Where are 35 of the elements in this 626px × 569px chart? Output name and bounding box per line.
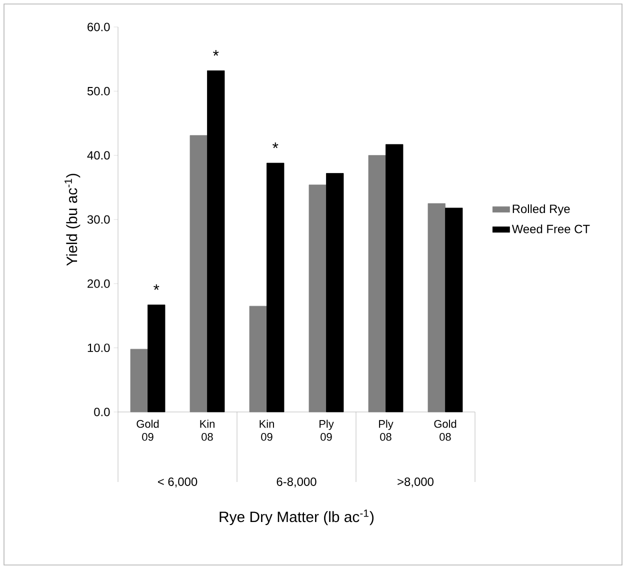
x-axis-title: Rye Dry Matter (lb ac$^{-1}$) [220,510,374,526]
bar [249,306,267,412]
y-tick-label: 0.0 [94,408,110,416]
text: >8,000 [398,478,434,488]
bar [148,304,166,412]
x-tick-label: Kin 08 [200,420,214,441]
bar [207,70,225,412]
annotation: * [272,142,278,148]
annotation: * [154,284,160,290]
y-tick-label: 10.0 [88,344,110,352]
text: < 6,000 [158,478,198,488]
x-tick-label: Kin 09 [260,420,274,441]
y-tick-label: 40.0 [87,151,110,160]
y-tick-label: 30.0 [87,215,110,224]
bar [190,135,208,412]
text: 6-8,000 [276,478,316,488]
bar [386,144,404,412]
x-tick-label: Ply 09 [320,420,334,441]
legend-label: Weed Free CT [512,224,590,234]
y-tick-label: 20.0 [88,279,110,288]
annotation: * [213,50,219,56]
bar [266,162,284,412]
bar [368,155,386,412]
x-tick-label: Ply 08 [379,420,394,441]
bar [326,173,344,412]
y-tick-label: 50.0 [87,86,110,96]
x-tick-label: Gold 09 [136,420,159,441]
bar [445,208,463,412]
x-tick-label: Gold 08 [434,420,456,441]
bar [308,184,326,412]
y-axis-title: Yield (bu ac$^{-1}$) [64,174,80,266]
legend-label: Rolled Rye [512,204,570,216]
bar [130,348,148,412]
y-tick-label: 60.0 [88,22,110,32]
bar [428,203,446,412]
